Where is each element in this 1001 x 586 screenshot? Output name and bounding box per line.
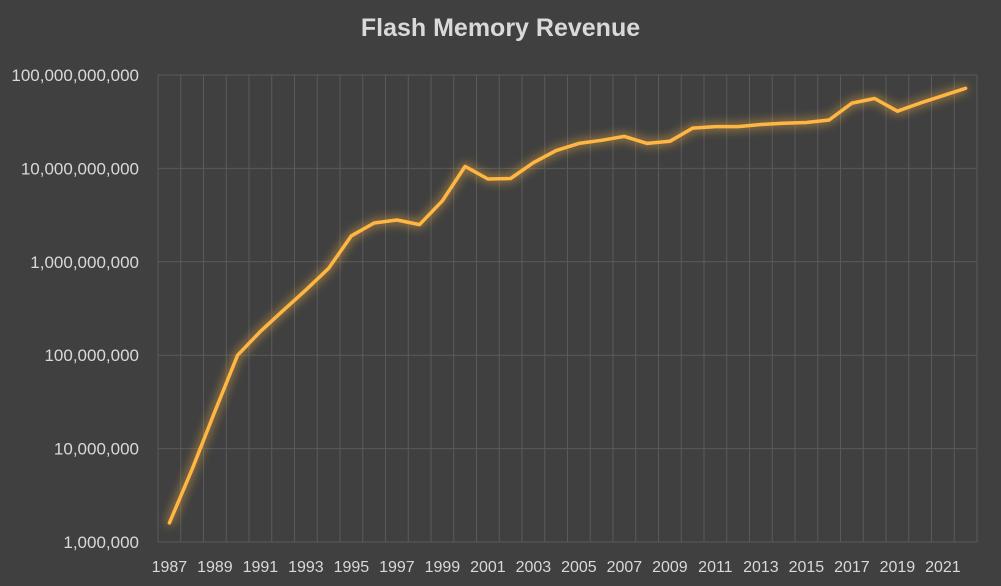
- data-point: [850, 101, 854, 105]
- data-point: [941, 94, 945, 98]
- x-tick-label: 2015: [789, 559, 825, 576]
- data-point: [167, 521, 171, 525]
- series-line: [167, 86, 968, 525]
- data-point: [281, 309, 285, 313]
- x-tick-label: 2013: [743, 559, 779, 576]
- x-tick-label: 1993: [288, 559, 324, 576]
- data-point: [395, 218, 399, 222]
- data-point: [463, 164, 467, 168]
- x-tick-label: 1999: [425, 559, 461, 576]
- y-tick-label: 100,000,000,000: [11, 66, 139, 85]
- data-point: [554, 149, 558, 153]
- data-point: [964, 86, 968, 90]
- y-tick-label: 10,000,000: [54, 440, 139, 459]
- x-tick-label: 1987: [152, 559, 188, 576]
- x-tick-label: 2021: [925, 559, 961, 576]
- data-point: [349, 234, 353, 238]
- x-tick-label: 1989: [197, 559, 233, 576]
- data-point: [440, 199, 444, 203]
- data-point: [372, 221, 376, 225]
- x-tick-label: 2001: [470, 559, 506, 576]
- data-point: [736, 125, 740, 129]
- data-point: [645, 141, 649, 145]
- chart-title: Flash Memory Revenue: [360, 14, 641, 42]
- data-point: [577, 141, 581, 145]
- data-point: [895, 109, 899, 113]
- y-tick-label: 10,000,000,000: [21, 159, 139, 178]
- data-point: [258, 329, 262, 333]
- data-point: [213, 409, 217, 413]
- x-tick-label: 2019: [880, 559, 916, 576]
- data-point: [918, 101, 922, 105]
- data-point: [190, 467, 194, 471]
- data-point: [782, 121, 786, 125]
- y-tick-label: 100,000,000: [44, 346, 139, 365]
- y-tick-label: 1,000,000: [63, 533, 139, 552]
- data-point: [600, 138, 604, 142]
- data-point: [622, 134, 626, 138]
- data-point: [531, 161, 535, 165]
- x-tick-label: 2017: [834, 559, 870, 576]
- x-tick-label: 2009: [652, 559, 688, 576]
- grid-lines: [157, 74, 978, 543]
- data-point: [236, 353, 240, 357]
- x-tick-label: 1995: [334, 559, 370, 576]
- data-point: [418, 223, 422, 227]
- data-point: [713, 125, 717, 129]
- x-tick-label: 1997: [379, 559, 415, 576]
- data-point: [873, 97, 877, 101]
- x-tick-label: 2003: [516, 559, 552, 576]
- data-point: [486, 177, 490, 181]
- data-point: [804, 121, 808, 125]
- data-point: [668, 139, 672, 143]
- data-point: [304, 288, 308, 292]
- x-tick-label: 1991: [243, 559, 279, 576]
- data-point: [827, 118, 831, 122]
- series-layer: [167, 86, 968, 525]
- y-tick-label: 1,000,000,000: [30, 253, 139, 272]
- x-tick-label: 2007: [607, 559, 643, 576]
- x-tick-label: 2005: [561, 559, 597, 576]
- axis-ticks: 1,000,000 10,000,000 100,000,000 1,000,000,…: [11, 66, 960, 576]
- x-tick-label: 2011: [698, 559, 733, 576]
- data-point: [327, 266, 331, 270]
- data-point: [759, 123, 763, 127]
- data-point: [509, 176, 513, 180]
- data-point: [691, 126, 695, 130]
